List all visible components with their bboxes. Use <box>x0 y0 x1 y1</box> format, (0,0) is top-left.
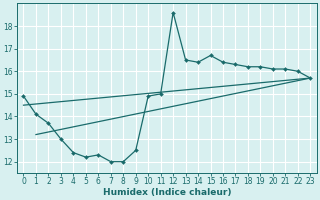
X-axis label: Humidex (Indice chaleur): Humidex (Indice chaleur) <box>103 188 231 197</box>
